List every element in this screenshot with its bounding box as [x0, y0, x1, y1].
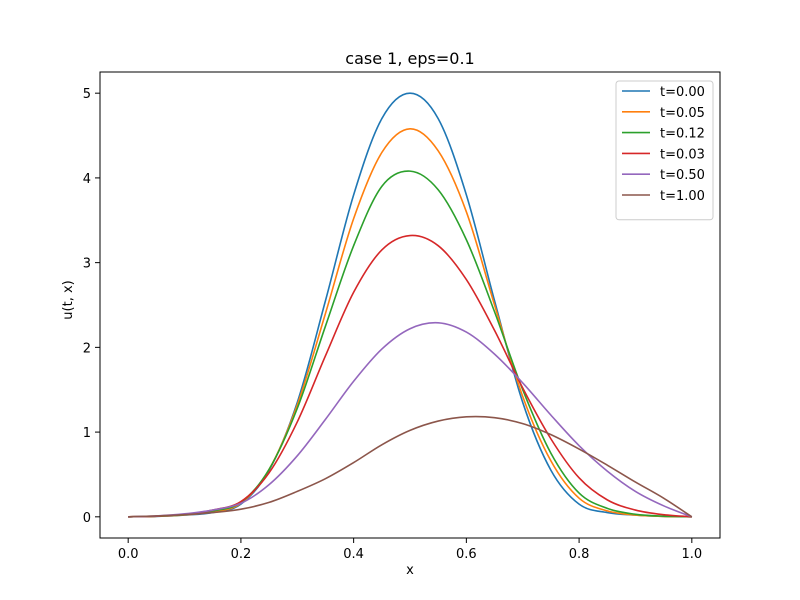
series-line-4: [128, 321, 693, 518]
x-axis-label: x: [406, 563, 414, 578]
y-tick-label: 4: [83, 172, 91, 187]
y-tick-label: 2: [83, 341, 91, 356]
y-axis-label: u(t, x): [61, 280, 76, 319]
plot-frame: [99, 71, 721, 539]
legend-label: t=0.05: [660, 106, 705, 121]
x-tick-label: 0.0: [118, 547, 139, 562]
series-line-5: [128, 415, 693, 518]
series-line-1: [128, 127, 692, 518]
y-tick-label: 1: [83, 426, 91, 441]
legend-box: [615, 80, 714, 221]
y-tick-label: 5: [83, 87, 91, 102]
y-tick-label: 3: [83, 257, 91, 272]
legend-label: t=0.12: [660, 127, 705, 142]
legend-label: t=0.00: [660, 85, 705, 100]
x-axis: 0.0 0.2 0.4 0.6 0.8 1.0: [118, 538, 702, 562]
legend-label: t=0.03: [660, 147, 705, 162]
x-tick-label: 0.8: [569, 547, 590, 562]
series-lines: [128, 92, 693, 518]
legend-label: t=0.50: [660, 168, 705, 183]
x-tick-label: 1.0: [681, 547, 702, 562]
legend-label: t=1.00: [660, 189, 705, 204]
x-tick-label: 0.2: [231, 547, 252, 562]
y-axis: 0 1 2 3 4 5: [83, 87, 100, 526]
series-line-2: [128, 170, 692, 518]
chart-title: case 1, eps=0.1: [345, 49, 474, 68]
legend: t=0.00 t=0.05 t=0.12 t=0.03 t=0.50 t=1.00: [615, 80, 714, 221]
x-tick-label: 0.4: [343, 547, 364, 562]
x-tick-label: 0.6: [456, 547, 477, 562]
y-tick-label: 0: [83, 511, 91, 526]
